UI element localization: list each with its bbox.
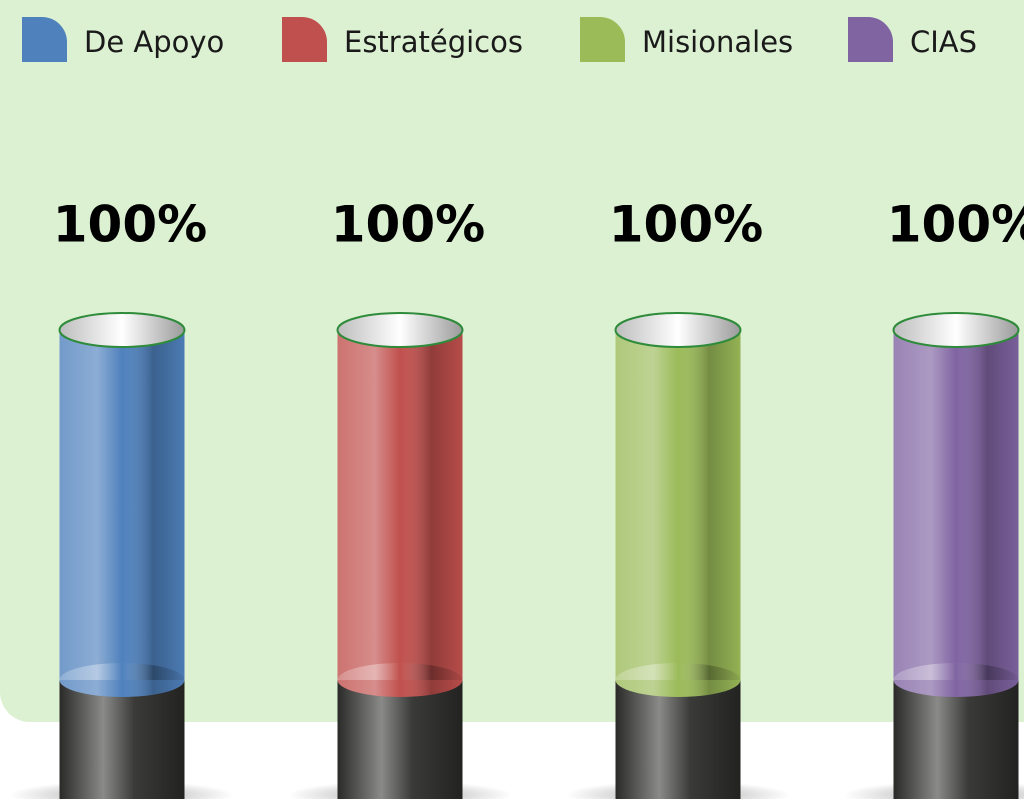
legend-swatch: [580, 17, 625, 62]
legend-swatch: [22, 17, 67, 62]
bar-shade: [337, 330, 463, 680]
bar-shade: [59, 330, 185, 680]
value-label: 100%: [887, 196, 1024, 254]
liquid-bottom-shade: [893, 663, 1019, 697]
cylinder-base: [615, 680, 741, 799]
legend-label: CIAS: [910, 25, 977, 59]
bar-shade: [615, 330, 741, 680]
cylinder-base: [59, 680, 185, 799]
bar-shade: [893, 330, 1019, 680]
liquid-bottom-shade: [337, 663, 463, 697]
value-label: 100%: [53, 196, 207, 254]
legend-swatch: [848, 17, 893, 62]
legend-label: De Apoyo: [84, 25, 224, 59]
cylinder-top: [336, 312, 464, 348]
legend-label: Misionales: [642, 25, 793, 59]
value-label: 100%: [609, 196, 763, 254]
value-label: 100%: [331, 196, 485, 254]
cylinder-base: [893, 680, 1019, 799]
background-panel: [0, 0, 1024, 722]
legend-label: Estratégicos: [344, 25, 523, 59]
cylinder-top: [892, 312, 1020, 348]
liquid-bottom-shade: [59, 663, 185, 697]
legend-swatch: [282, 17, 327, 62]
liquid-bottom-shade: [615, 663, 741, 697]
cylinder-top: [58, 312, 186, 348]
cylinder-base: [337, 680, 463, 799]
cylinder-top: [614, 312, 742, 348]
